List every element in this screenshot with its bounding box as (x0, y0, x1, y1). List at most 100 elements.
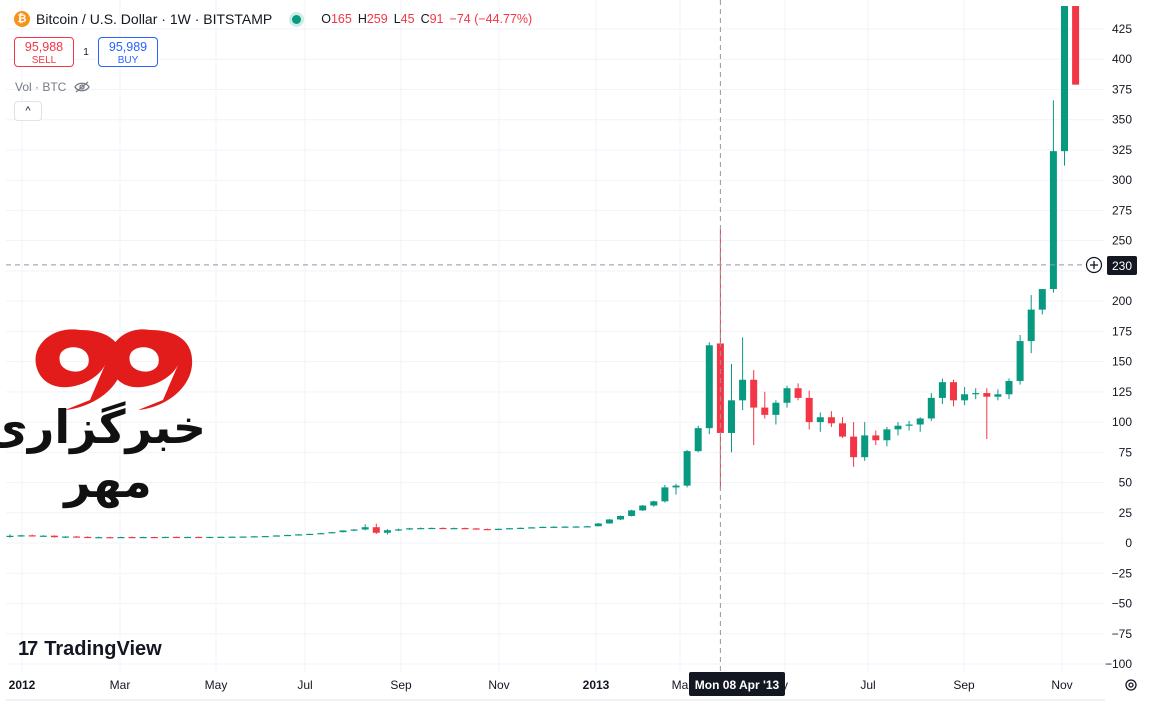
mehr-news-logo (35, 329, 193, 410)
candle-body (783, 388, 791, 403)
candle-body (62, 536, 69, 538)
price-tick-label: 125 (1112, 385, 1132, 399)
candle-body (228, 536, 236, 538)
candle-body (827, 417, 835, 424)
price-tick-label: 425 (1112, 22, 1132, 36)
tradingview-logo[interactable]: 17 TradingView (18, 638, 162, 661)
candle-body (372, 527, 380, 533)
sell-price: 95,988 (24, 40, 64, 54)
price-tick-label: −25 (1112, 566, 1133, 580)
volume-label: Vol · BTC (15, 80, 67, 94)
candle-body (339, 530, 347, 533)
price-tick-label: 175 (1112, 324, 1132, 338)
candle-body (317, 533, 325, 535)
candle-body (28, 535, 36, 537)
candle-body (594, 523, 602, 527)
buy-label: BUY (117, 55, 139, 66)
candle-body (117, 537, 125, 539)
candle-body (494, 528, 502, 530)
candle-body (961, 394, 969, 401)
gear-icon[interactable] (1124, 678, 1138, 692)
candle-body (395, 529, 402, 531)
candle-body (328, 532, 336, 534)
volume-legend[interactable]: Vol · BTC (15, 80, 91, 94)
price-tick-label: 400 (1112, 52, 1132, 66)
crosshair-add-button[interactable] (1085, 256, 1103, 274)
candle-body (472, 528, 480, 530)
time-tick-label: Nov (488, 678, 509, 692)
candle-body (605, 519, 613, 524)
high-value: 259 (366, 12, 388, 26)
open-value: 165 (330, 12, 352, 26)
price-tick-label: −100 (1105, 657, 1132, 671)
tradingview-mark-icon: 17 (18, 638, 38, 660)
candle-body (217, 536, 225, 538)
candle-body (239, 536, 247, 538)
candle-body (383, 530, 391, 533)
price-tick-label: −75 (1112, 627, 1133, 641)
candle-body (517, 527, 525, 530)
price-tick-label: 50 (1119, 476, 1133, 490)
candle-body (161, 536, 169, 539)
candle-body (450, 528, 458, 530)
candle-body (705, 345, 713, 429)
time-axis[interactable]: 2012MarMayJulSepNov2013MayJulSepNov (9, 678, 1073, 692)
candle-body (139, 537, 147, 539)
candle-body (528, 527, 536, 529)
close-value: 91 (429, 12, 444, 26)
crosshair-date-text: Mon 08 Apr '13 (695, 678, 780, 692)
market-status-icon[interactable] (292, 14, 302, 24)
price-axis[interactable]: 4254003753503253002752502252001751501251… (1105, 22, 1132, 671)
candle-body (1049, 151, 1057, 290)
candle-body (661, 487, 669, 502)
candle-body (805, 397, 813, 423)
price-tick-label: 325 (1112, 143, 1132, 157)
low-value: 45 (400, 12, 415, 26)
time-tick-label: Sep (953, 678, 975, 692)
crosshair-price-label (1107, 256, 1137, 275)
candle-body (1027, 309, 1035, 342)
mehr-news-wordmark: خبرگزاری مهر (0, 400, 206, 508)
symbol-title[interactable]: Bitcoin / U.S. Dollar · 1W · BITSTAMP (36, 11, 273, 27)
chevron-up-icon: ^ (25, 105, 31, 117)
time-tick-label: Jul (860, 678, 875, 692)
candle-body (1016, 341, 1024, 381)
eye-hidden-icon[interactable] (74, 81, 91, 93)
candle-body (361, 527, 369, 530)
candle-body (894, 425, 902, 430)
time-tick-label: Sep (390, 678, 412, 692)
candle-body (561, 526, 569, 528)
time-tick-label: Jul (297, 678, 312, 692)
candle-body (250, 536, 258, 538)
collapse-button[interactable]: ^ (14, 101, 42, 121)
time-tick-label: Nov (1051, 678, 1072, 692)
candle-body (672, 485, 680, 488)
buy-button[interactable]: 95,989 BUY (98, 37, 158, 67)
candle-body (350, 529, 358, 531)
chart-legend[interactable]: ₿ Bitcoin / U.S. Dollar · 1W · BITSTAMP … (14, 11, 532, 27)
candle-body (128, 537, 136, 539)
change-value: −74 (−44.77%) (449, 12, 533, 26)
candle-body (506, 528, 513, 530)
candle-body (728, 400, 735, 433)
candle-body (861, 435, 869, 458)
candle-body (539, 526, 547, 529)
candle-body (650, 501, 658, 506)
sell-button[interactable]: 95,988 SELL (14, 37, 74, 67)
trade-panel: 95,988 SELL 1 95,989 BUY (14, 37, 158, 67)
candle-body (572, 526, 580, 528)
brand-name: TradingView (44, 638, 162, 660)
candle-body (772, 402, 780, 415)
price-tick-label: 375 (1112, 82, 1132, 96)
candle-body (95, 537, 103, 539)
time-tick-label: Mar (110, 678, 131, 692)
candle-body (461, 528, 469, 530)
candle-body (6, 535, 14, 537)
candle-body (1038, 289, 1046, 310)
candle-body (206, 536, 214, 539)
candle-body (50, 535, 58, 538)
candle-body (406, 528, 414, 530)
candle-body (173, 536, 180, 539)
candle-body (583, 526, 591, 528)
candle-body (1005, 380, 1013, 395)
